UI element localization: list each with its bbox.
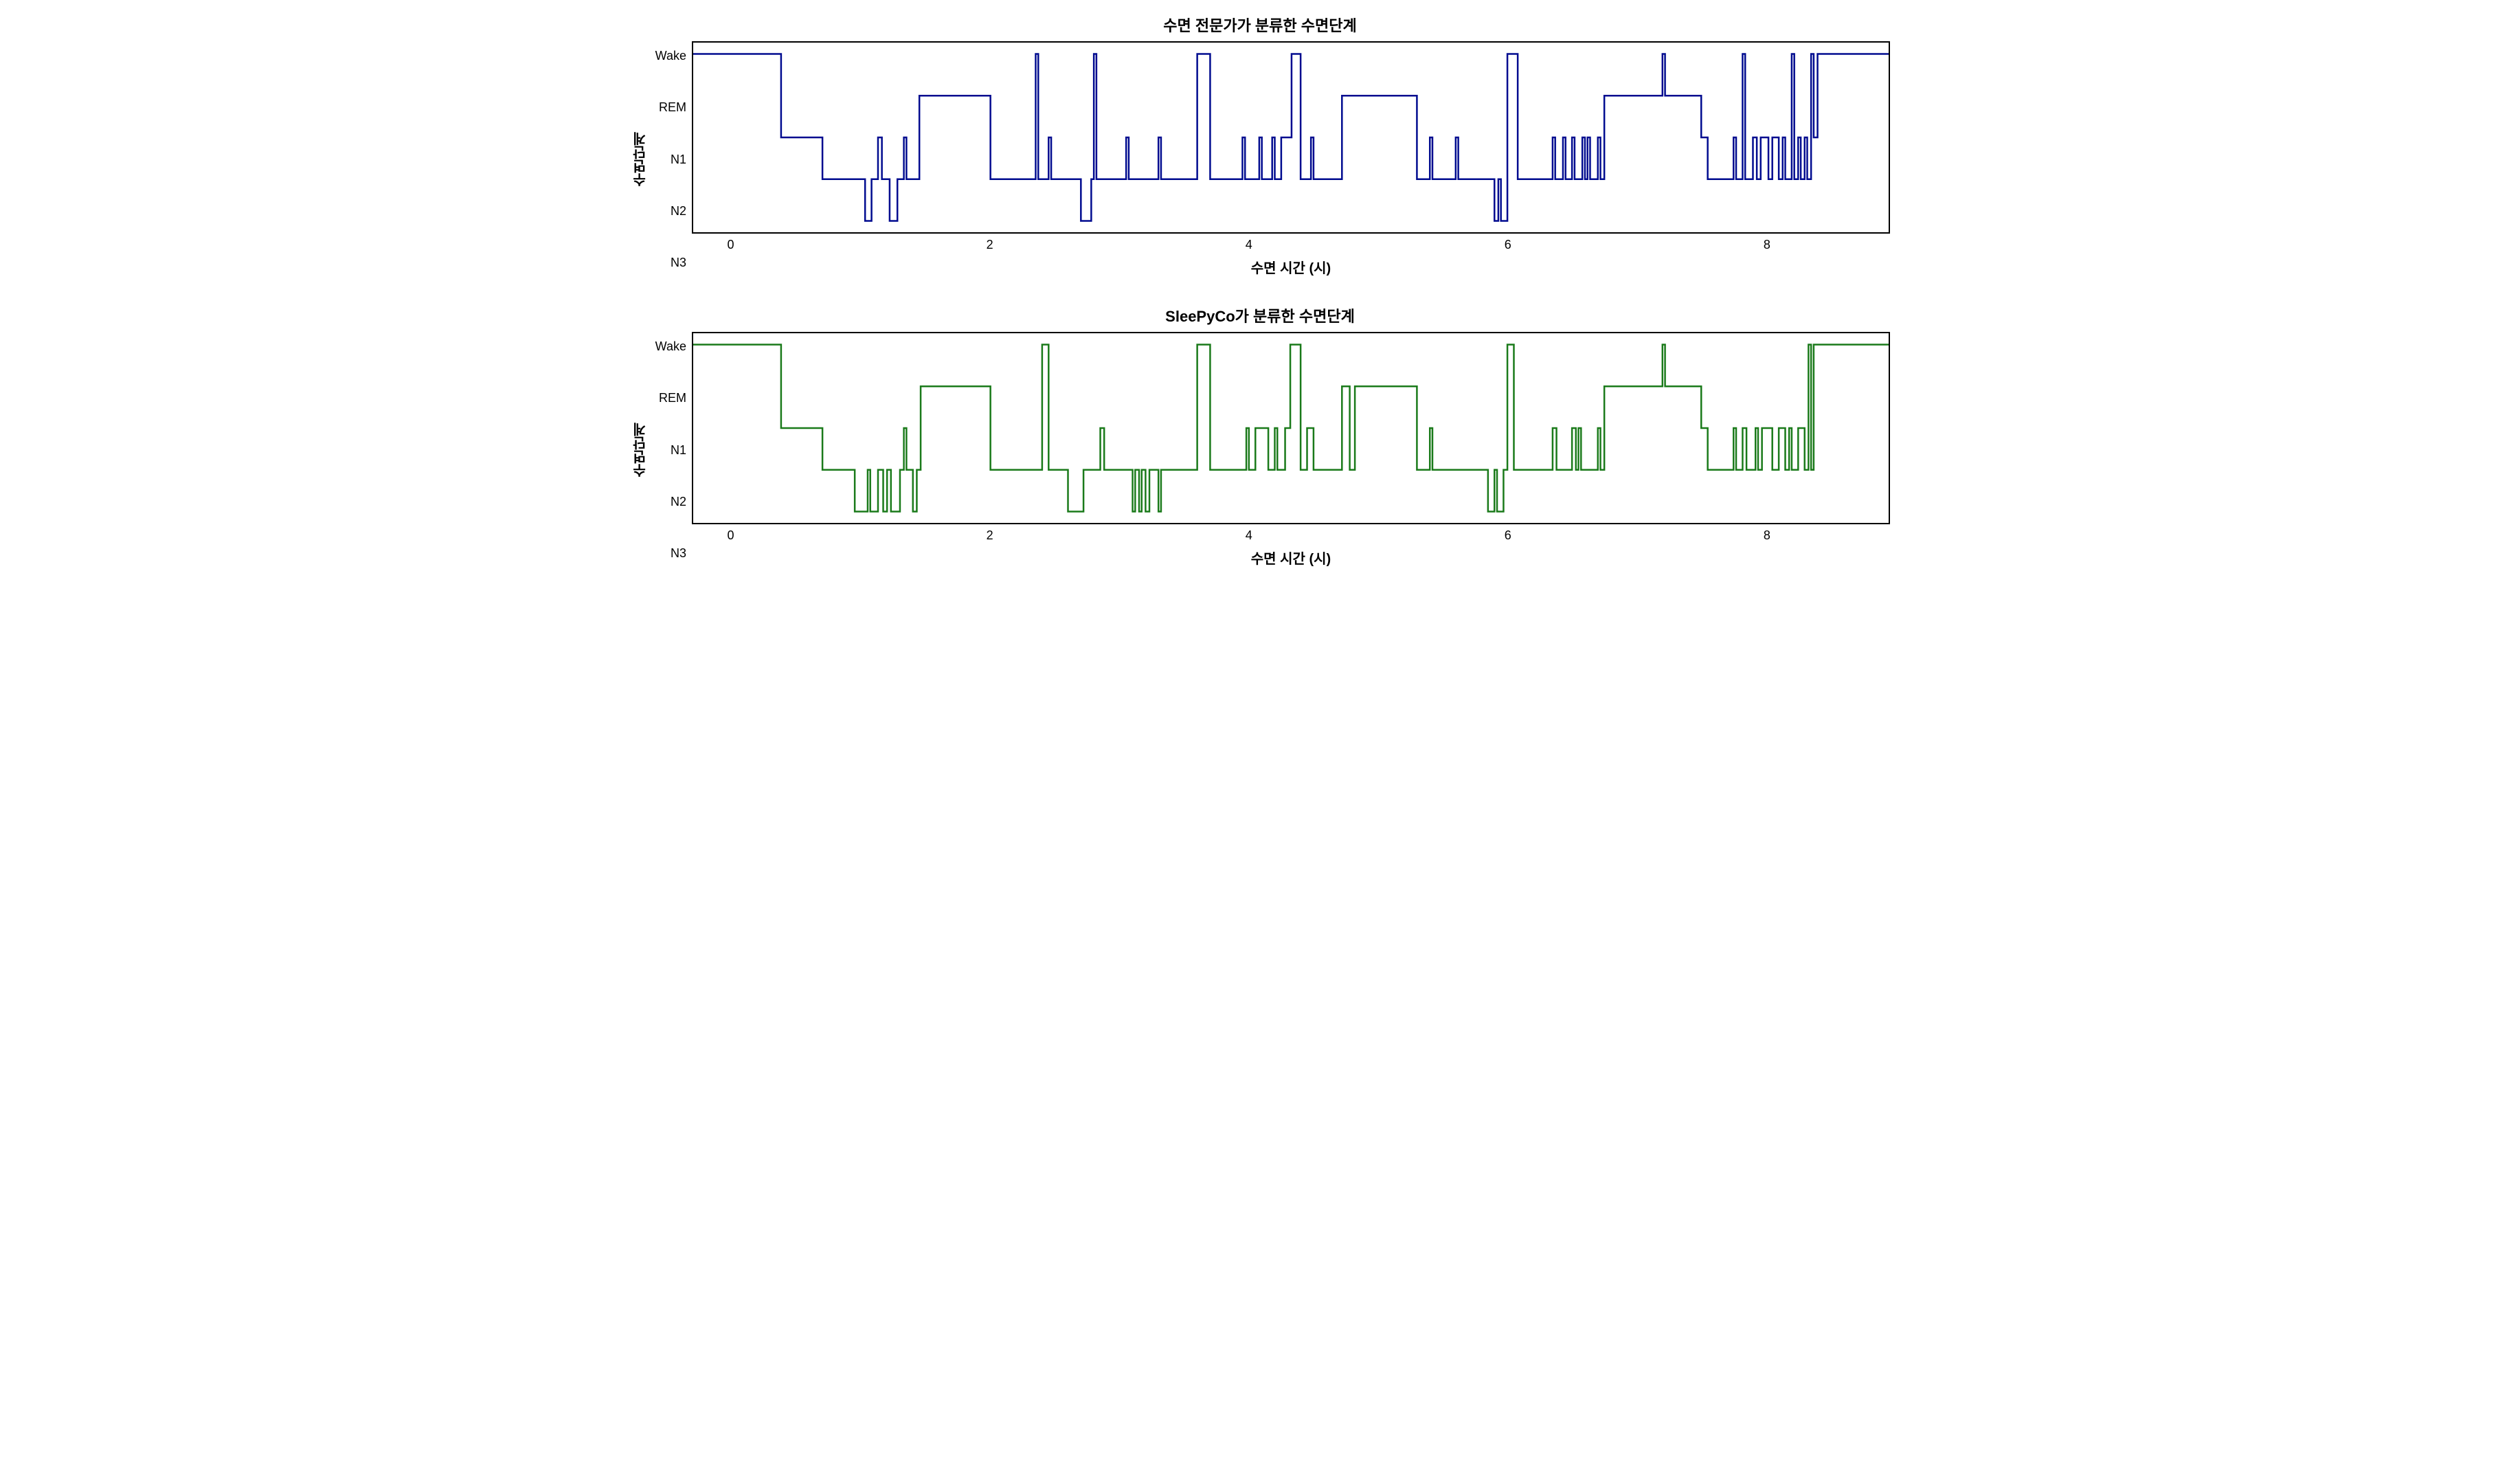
y-tick-mark bbox=[692, 469, 693, 471]
figure: 수면 전문가가 분류한 수면단계수면단계WakeREMN1N2N302468수면… bbox=[630, 14, 1890, 568]
x-tick-label: 4 bbox=[1246, 238, 1252, 252]
panel-sleepyco: SleePyCo가 분류한 수면단계수면단계WakeREMN1N2N3 0 2 4 6 8… bbox=[630, 304, 1890, 568]
y-tick-mark bbox=[692, 427, 693, 429]
panels-container: 수면 전문가가 분류한 수면단계수면단계WakeREMN1N2N302468수면… bbox=[630, 14, 1890, 568]
panel-title: 수면 전문가가 분류한 수면단계 bbox=[630, 14, 1890, 36]
x-axis-label: 수면 시간 (시) bbox=[692, 257, 1890, 277]
y-tick-mark bbox=[692, 220, 693, 221]
x-tick-mark bbox=[1765, 523, 1766, 524]
x-tick-mark bbox=[1507, 232, 1508, 234]
x-axis-label: 수면 시간 (시) bbox=[692, 548, 1890, 568]
x-tick-mark bbox=[731, 523, 732, 524]
x-ticks: 0 2 4 6 8 bbox=[692, 238, 1890, 254]
x-tick-mark bbox=[1248, 523, 1250, 524]
x-tick-label: 0 bbox=[728, 238, 734, 252]
x-tick-label: 2 bbox=[987, 238, 993, 252]
y-axis-label: 수면단계 bbox=[630, 332, 651, 568]
y-tick-mark bbox=[692, 95, 693, 96]
x-tick-mark bbox=[990, 232, 991, 234]
x-tick-mark bbox=[1507, 523, 1508, 524]
x-tick-label: 6 bbox=[1505, 528, 1511, 543]
x-tick-label: 8 bbox=[1764, 238, 1770, 252]
x-tick-mark bbox=[1765, 232, 1766, 234]
x-tick-label: 2 bbox=[987, 528, 993, 543]
y-axis-label: 수면단계 bbox=[630, 41, 651, 277]
plot-area bbox=[692, 332, 1890, 524]
panel-expert: 수면 전문가가 분류한 수면단계수면단계WakeREMN1N2N3 0 2 4 6 8 수면… bbox=[630, 14, 1890, 277]
x-tick-mark bbox=[990, 523, 991, 524]
x-tick-label: 0 bbox=[728, 528, 734, 543]
x-tick-mark bbox=[731, 232, 732, 234]
x-ticks: 0 2 4 6 8 bbox=[692, 528, 1890, 545]
y-tick-mark bbox=[692, 54, 693, 55]
y-tick-mark bbox=[692, 385, 693, 387]
x-tick-label: 4 bbox=[1246, 528, 1252, 543]
hypnogram-line bbox=[693, 345, 1889, 512]
y-tick-mark bbox=[692, 511, 693, 512]
y-tick-mark bbox=[692, 179, 693, 180]
hypnogram-line bbox=[693, 54, 1889, 221]
x-tick-label: 8 bbox=[1764, 528, 1770, 543]
y-ticks: WakeREMN1N2N3 bbox=[651, 332, 692, 568]
y-tick-mark bbox=[692, 137, 693, 138]
x-tick-mark bbox=[1248, 232, 1250, 234]
panel-title: SleePyCo가 분류한 수면단계 bbox=[630, 304, 1890, 326]
y-ticks: WakeREMN1N2N3 bbox=[651, 41, 692, 277]
y-tick-mark bbox=[692, 344, 693, 346]
x-tick-label: 6 bbox=[1505, 238, 1511, 252]
plot-area bbox=[692, 41, 1890, 234]
